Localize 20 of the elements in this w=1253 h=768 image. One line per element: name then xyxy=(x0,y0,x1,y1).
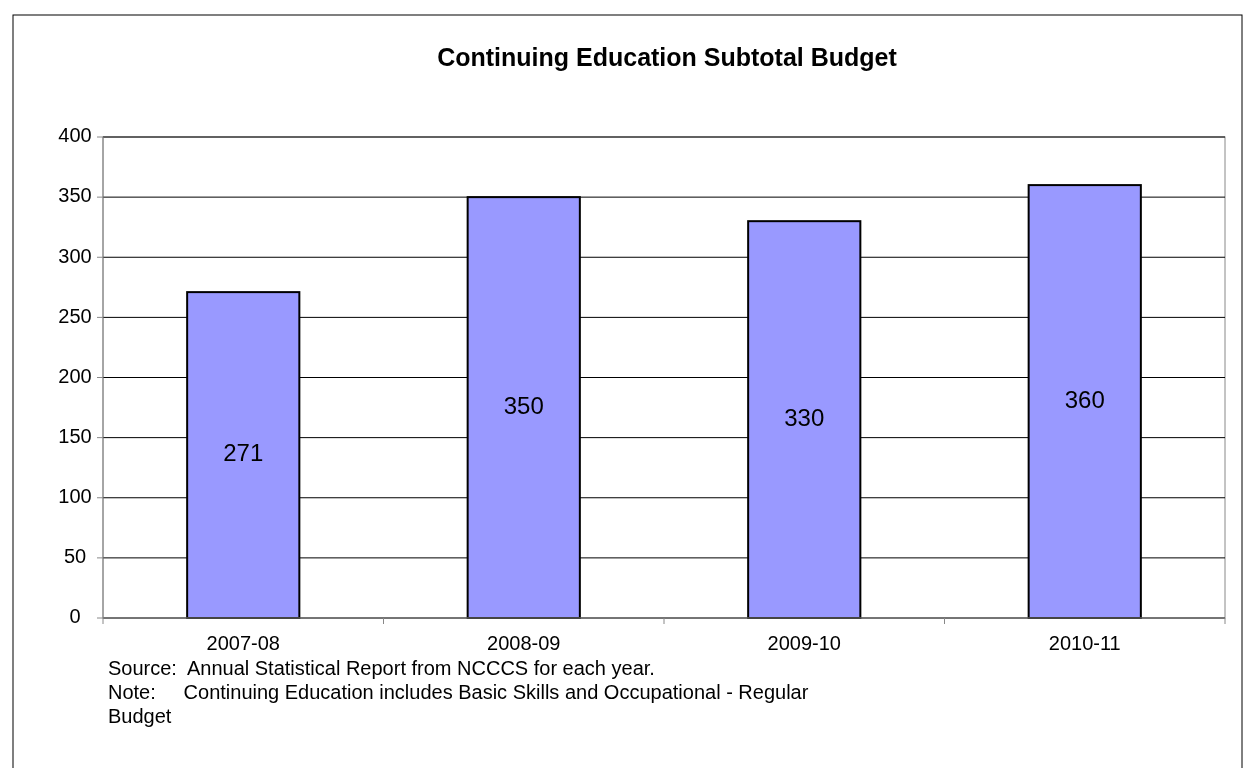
chart-title: Continuing Education Subtotal Budget xyxy=(437,43,898,71)
x-tick-label: 2007-08 xyxy=(206,632,280,654)
data-label: 271 xyxy=(223,439,264,467)
data-label: 360 xyxy=(1064,385,1105,413)
text: Note: Continuing Education includes Basic Skills and Occupational - Regular Budget xyxy=(108,681,809,727)
y-tick-label: 400 xyxy=(58,124,92,147)
y-tick-label: 300 xyxy=(58,244,92,267)
y-tick-label: 350 xyxy=(58,184,92,207)
data-label: 330 xyxy=(784,403,825,431)
y-tick-label: 150 xyxy=(58,424,92,447)
y-tick-label: 0 xyxy=(69,605,81,628)
x-tick-label: 2010-11 xyxy=(1048,632,1121,654)
source-note: Source: Annual Statistical Report from NCCCS for each year. xyxy=(108,657,655,679)
x-tick-label: 2008-09 xyxy=(487,632,561,654)
y-tick-label: 200 xyxy=(58,364,92,387)
y-tick-label: 100 xyxy=(58,485,92,508)
x-tick-label: 2009-10 xyxy=(767,632,841,654)
y-tick-label: 50 xyxy=(63,545,87,568)
y-tick-label: 250 xyxy=(58,304,92,327)
data-label: 350 xyxy=(503,391,544,419)
